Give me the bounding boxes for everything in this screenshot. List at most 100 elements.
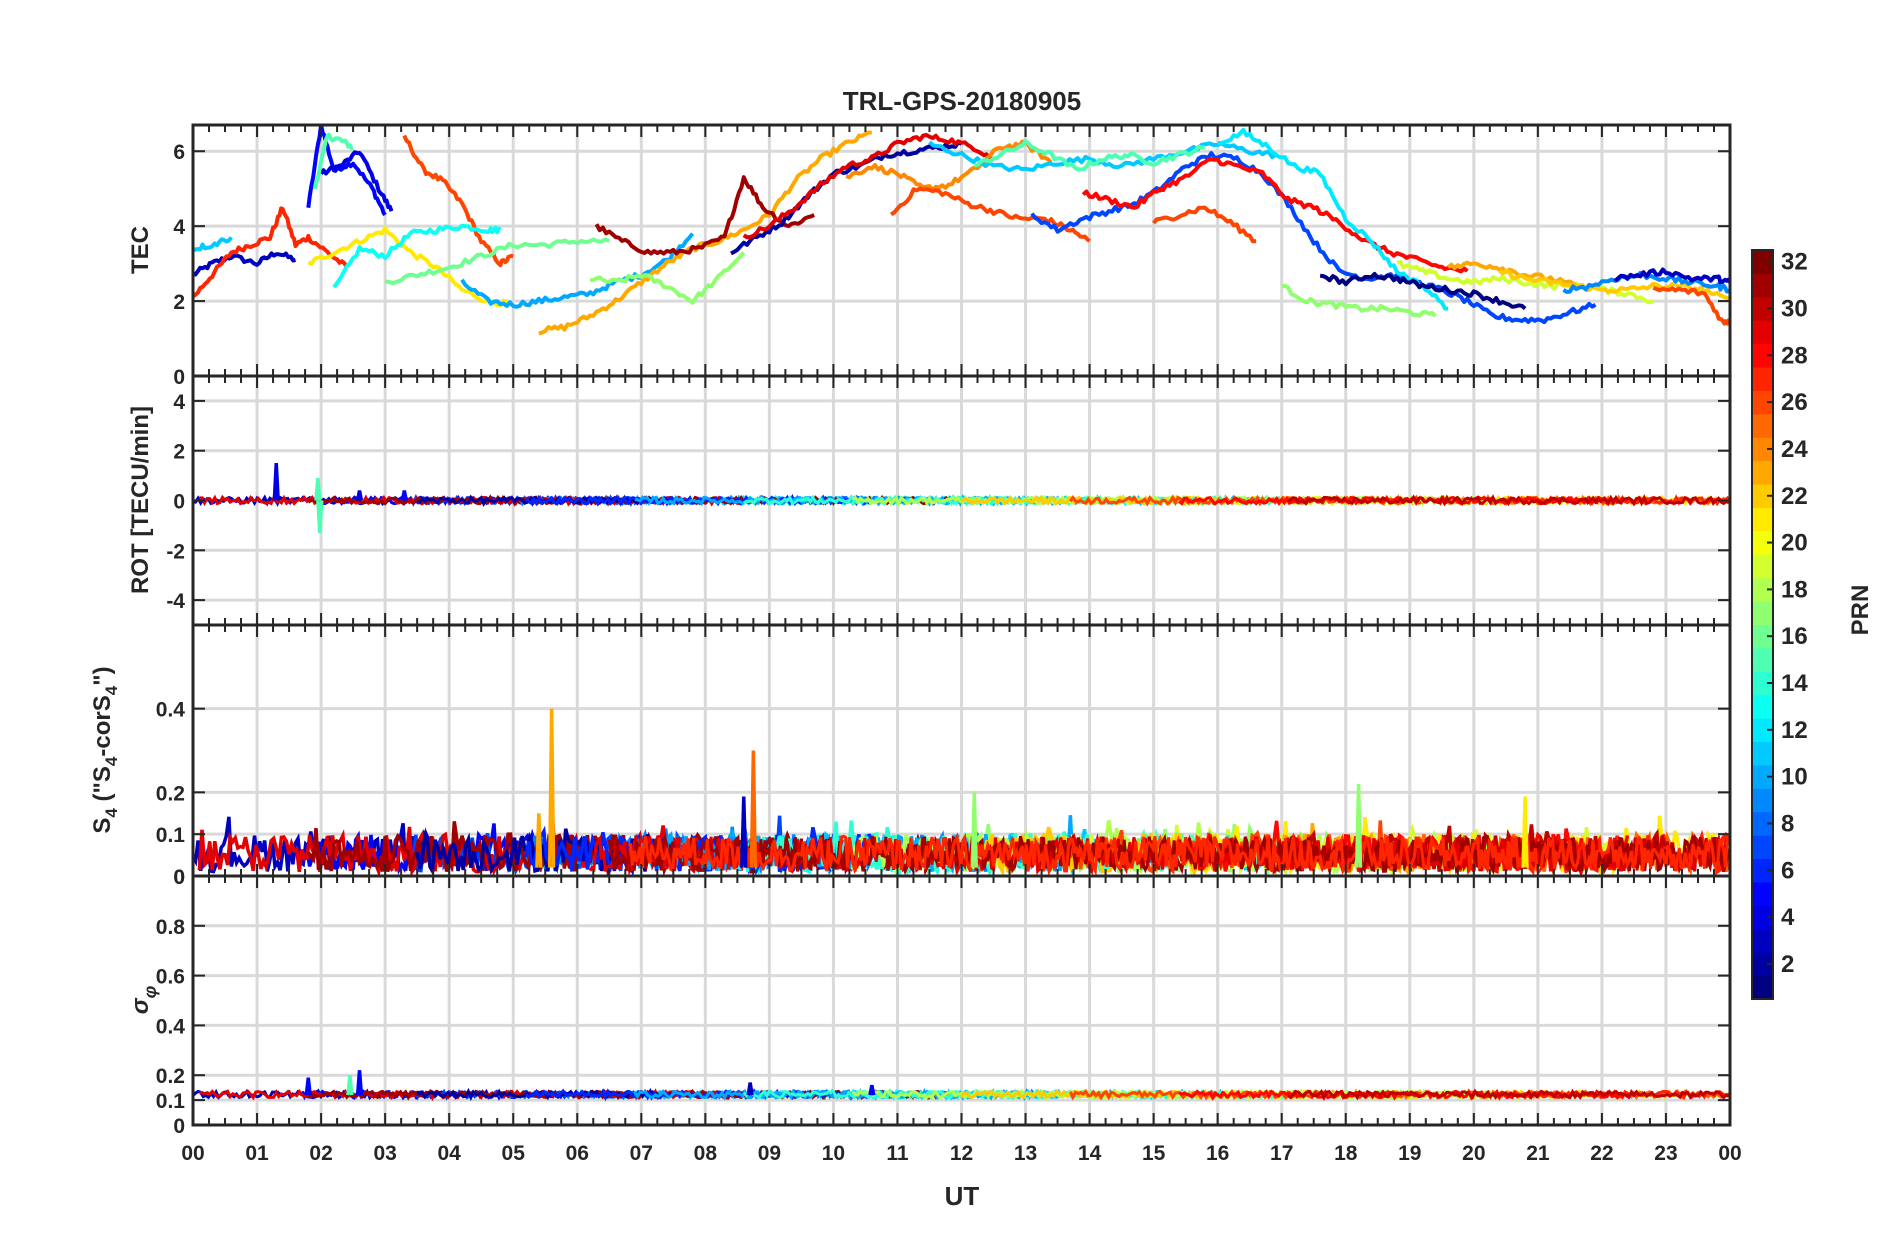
x-tick-label: 12 xyxy=(950,1142,973,1165)
y-tick-label: 0.8 xyxy=(156,916,186,939)
tec-series-line xyxy=(973,139,1206,172)
y-tick-label: -4 xyxy=(166,590,185,613)
colorbar-tick-label: 12 xyxy=(1781,717,1808,744)
x-tick-label: 17 xyxy=(1270,1142,1293,1165)
y-tick-label: 2 xyxy=(173,441,185,464)
colorbar-tick-label: 32 xyxy=(1781,249,1808,276)
colorbar-swatch xyxy=(1752,601,1773,625)
colorbar-swatch xyxy=(1752,881,1773,906)
tec-series-line xyxy=(1652,285,1730,326)
s4-panel: 000.10.20.4 xyxy=(156,623,1732,889)
tec-series-line xyxy=(402,134,514,268)
colorbar-swatch xyxy=(1752,952,1773,977)
colorbar-swatch xyxy=(1752,530,1773,555)
spike-mark xyxy=(535,813,543,868)
tec-series-line xyxy=(307,226,514,308)
x-tick-label: 10 xyxy=(822,1142,845,1165)
y-tick-label: 0.2 xyxy=(156,1065,185,1088)
series-trace xyxy=(627,832,1730,876)
spike-mark xyxy=(346,1075,354,1096)
colorbar-swatch xyxy=(1752,905,1773,930)
tec-series-line xyxy=(589,251,746,305)
spike-mark xyxy=(272,463,280,501)
colorbar-swatch xyxy=(1752,343,1773,368)
tec-series-line xyxy=(312,132,354,190)
colorbar-frame xyxy=(1751,249,1774,1000)
colorbar-swatch xyxy=(1752,437,1773,462)
colorbar-swatch xyxy=(1752,320,1773,345)
x-tick-label: 06 xyxy=(566,1142,589,1165)
series-trace xyxy=(1287,494,1730,507)
data-layer xyxy=(193,125,1730,336)
x-tick-label: 18 xyxy=(1334,1142,1358,1165)
x-tick-label: 05 xyxy=(502,1142,526,1165)
y-tick-label: 0 xyxy=(173,866,185,889)
spike-mark xyxy=(400,490,408,501)
spike-mark xyxy=(1521,796,1529,868)
data-layer xyxy=(193,463,1730,533)
colorbar-tick-label: 8 xyxy=(1781,810,1794,837)
x-tick-label: 14 xyxy=(1078,1142,1102,1165)
spike-mark xyxy=(749,750,758,868)
tec-series-line xyxy=(193,251,296,277)
sigma-phi-y-label: σφ xyxy=(127,985,160,1014)
y-tick-label: 2 xyxy=(173,291,185,314)
tec-series-line xyxy=(730,140,963,256)
y-tick-label: 0 xyxy=(173,491,185,514)
spike-mark xyxy=(547,708,556,868)
spike-mark xyxy=(746,1082,754,1096)
colorbar-swatch xyxy=(1752,694,1773,719)
colorbar-tick-label: 18 xyxy=(1781,576,1808,603)
x-tick-label: 09 xyxy=(758,1142,781,1165)
sigma-phi-panel: 00.10.2 0.4 0.6 0.8 xyxy=(156,874,1732,1138)
chart-title: TRL-GPS-20180905 xyxy=(843,86,1081,116)
tec-series-line xyxy=(306,125,387,217)
data-layer xyxy=(193,708,1730,876)
y-tick-label: 4 xyxy=(173,216,185,239)
x-tick-label: 02 xyxy=(309,1142,332,1165)
colorbar-tick-label: 14 xyxy=(1781,670,1808,697)
y-tick-label: 0.6 xyxy=(156,966,185,989)
spike-mark xyxy=(355,490,364,501)
y-tick-label: 0.4 xyxy=(156,699,186,722)
colorbar-tick-label: 24 xyxy=(1781,436,1808,463)
y-tick-label: 0 xyxy=(173,1115,185,1138)
colorbar-swatch xyxy=(1752,764,1773,789)
y-tick-label: 0 xyxy=(173,366,185,389)
x-tick-label: 08 xyxy=(694,1142,718,1165)
colorbar-swatch xyxy=(1752,975,1773,1000)
tec-series-line xyxy=(845,139,1053,192)
x-tick-label: 21 xyxy=(1526,1142,1550,1165)
y-tick-label: 0.4 xyxy=(156,1015,186,1038)
tec-series-line xyxy=(384,237,611,286)
tec-series-line xyxy=(460,232,695,309)
colorbar-tick-label: 2 xyxy=(1781,951,1794,978)
colorbar-tick-label: 6 xyxy=(1781,857,1794,884)
x-axis-tick-labels: 00 01 02 03 04 05 06 07 08 09 10 11 12 13 14 15 16 17 18 19… xyxy=(181,1142,1741,1165)
tec-series-line xyxy=(742,133,994,240)
series-trace xyxy=(1287,1088,1730,1102)
x-tick-label: 13 xyxy=(1014,1142,1037,1165)
colorbar-swatch xyxy=(1752,484,1773,508)
y-tick-label: -2 xyxy=(166,540,185,563)
colorbar-swatch xyxy=(1752,390,1773,415)
tec-series-line xyxy=(1281,283,1437,318)
tec-series-line xyxy=(332,223,502,289)
x-tick-label: 15 xyxy=(1142,1142,1166,1165)
tec-series-line xyxy=(1562,270,1730,294)
colorbar-tick-label: 16 xyxy=(1781,623,1808,650)
colorbar-swatch xyxy=(1752,788,1773,813)
colorbar-label: PRN xyxy=(1847,585,1874,636)
colorbar-swatch xyxy=(1752,718,1773,743)
colorbar-swatch xyxy=(1752,554,1773,579)
colorbar-swatch xyxy=(1752,647,1773,672)
colorbar-swatch xyxy=(1752,858,1773,883)
rot-y-label: ROT [TECU/min] xyxy=(127,406,154,594)
colorbar-swatch xyxy=(1752,413,1773,438)
tec-series-line xyxy=(193,206,349,298)
tec-y-label: TEC xyxy=(127,226,154,274)
spike-mark xyxy=(355,1070,364,1096)
colorbar-tick-label: 26 xyxy=(1781,389,1808,416)
colorbar-swatch xyxy=(1752,507,1773,532)
colorbar-tick-label: 22 xyxy=(1781,483,1808,510)
